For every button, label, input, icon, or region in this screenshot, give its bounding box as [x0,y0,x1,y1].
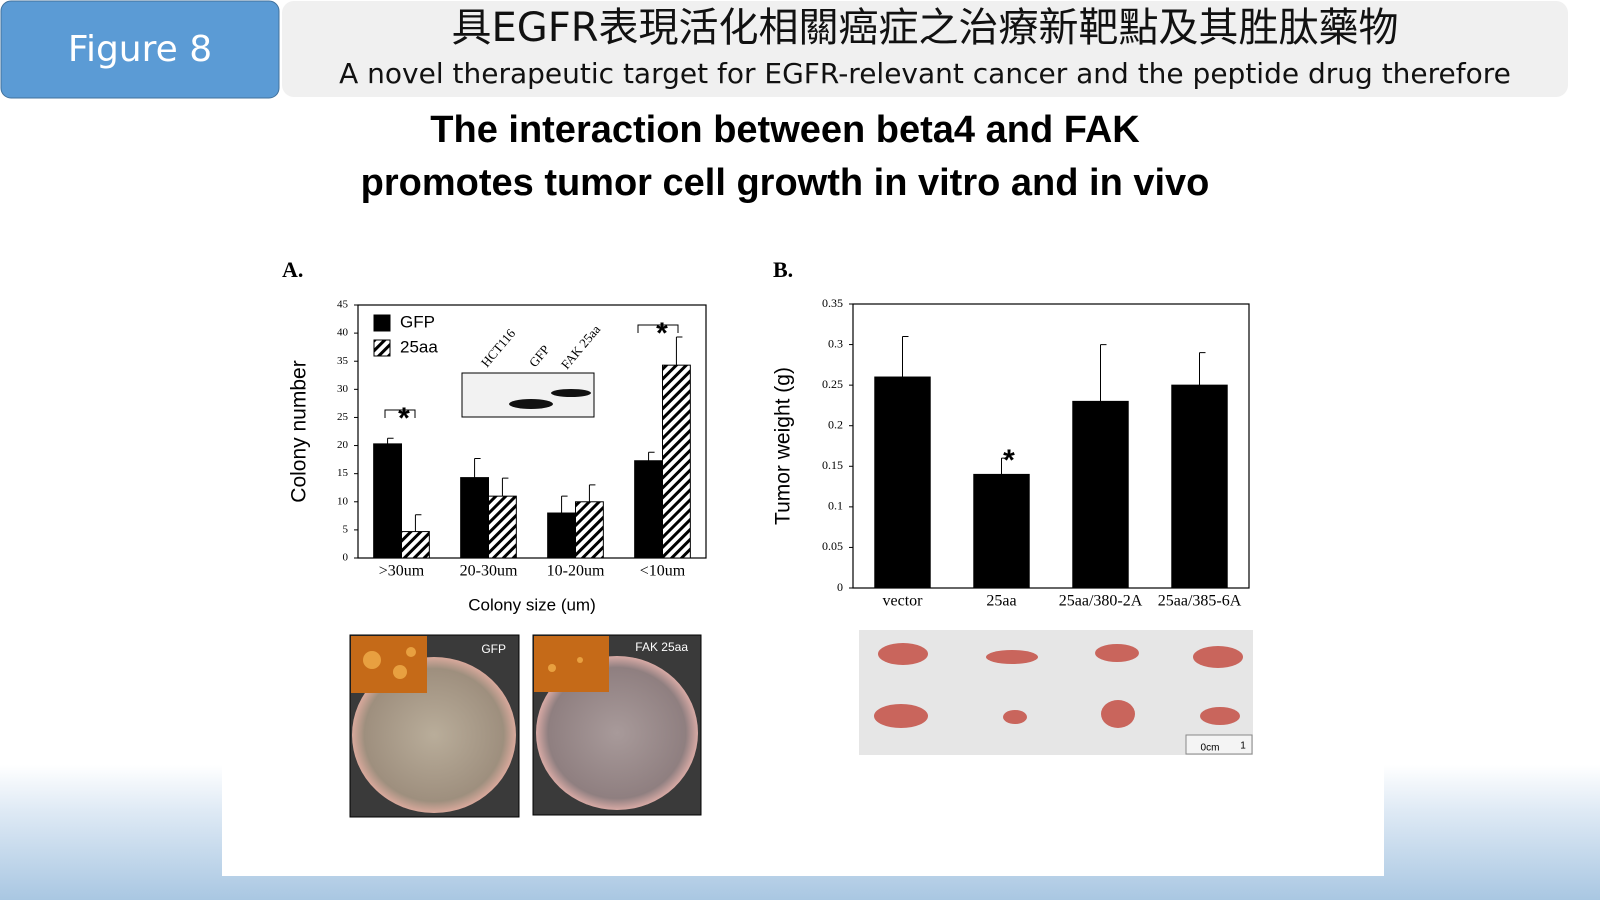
error-bar [1100,344,1107,402]
tumor [1003,710,1027,724]
y-tick-label: 0.2 [828,417,843,431]
error-bar [474,457,481,478]
bar [1171,384,1228,589]
plate-inset [351,636,427,693]
figure-badge [0,0,280,99]
bar [634,460,663,559]
x-tick-label: 25aa [986,593,1016,610]
panel-label: A. [282,257,303,282]
x-tick-label: vector [883,593,924,610]
title-box [282,1,1568,97]
y-tick-label: 0.05 [822,539,843,553]
x-tick-label: <10um [640,563,686,580]
y-axis-label: Tumor weight (g) [772,367,795,525]
bar [373,443,403,559]
colony [577,657,583,663]
bar [874,376,931,589]
error-bar [648,451,655,461]
error-bar [588,484,596,502]
bar [973,473,1030,589]
plot-frame [357,304,707,559]
bar [547,512,576,559]
blot-band [509,399,553,409]
y-tick-label: 30 [337,383,349,395]
ruler [1185,734,1253,755]
error-bar [414,514,422,532]
plot-frame [852,303,1250,589]
y-tick-label: 35 [337,355,349,367]
x-tick-label: 10-20um [547,563,605,580]
plate-dish [352,657,516,813]
legend-swatch [373,339,391,357]
y-tick-label: 0 [837,580,843,594]
tumor [878,643,928,665]
x-tick-label: 25aa/380-2A [1059,593,1143,610]
title-en: A novel therapeutic target for EGFR-rele… [339,57,1511,90]
x-tick-label: >30um [379,563,425,580]
heading: The interaction between beta4 and FAK [430,109,1140,151]
ruler-label: 0cm [1201,743,1220,754]
tumor [1101,700,1135,728]
y-tick-label: 25 [337,411,349,423]
error-bar [501,477,509,497]
tumor [986,650,1038,664]
legend-swatch [373,314,391,332]
annotation: * [398,402,410,435]
blot-band [551,389,591,397]
y-tick-label: 10 [337,495,349,507]
error-bar [1199,352,1206,386]
y-tick-label: 0.1 [828,499,843,513]
significance-bracket [637,324,679,333]
ruler-label: 1 [1240,741,1246,752]
bar [488,495,517,559]
plate-inset [534,636,609,692]
bar [1072,400,1129,589]
legend-label: 25aa [400,337,438,356]
colony [406,647,416,657]
plate-label: FAK 25aa [635,640,688,654]
tumor [1200,707,1240,725]
title-zh: 具EGFR表現活化相關癌症之治療新靶點及其胜肽藥物 [451,5,1398,51]
panel-label: B. [773,257,793,282]
y-tick-label: 0.15 [822,458,843,472]
y-axis-label: Colony number [288,360,311,502]
y-tick-label: 5 [343,523,349,535]
plate-label: GFP [481,642,506,656]
bar [575,501,604,559]
significance-bracket [384,409,416,418]
error-bar [1001,457,1008,475]
x-axis-label: Colony size (um) [468,595,596,614]
colony [548,664,556,672]
x-tick-label: 20-30um [460,563,518,580]
heading: promotes tumor cell growth in vitro and … [361,162,1210,204]
x-tick-label: 25aa/385-6A [1158,593,1242,610]
annotation: * [656,317,668,350]
y-tick-label: 0.35 [822,296,843,310]
y-tick-label: 0.25 [822,377,843,391]
y-tick-label: 15 [337,467,349,479]
error-bar [387,437,394,444]
tumor [874,704,928,728]
plate-dish [536,656,698,810]
error-bar [675,336,683,366]
tumor [1095,644,1139,662]
legend-label: GFP [400,312,435,331]
y-tick-label: 0 [343,552,349,564]
error-bar [561,495,568,514]
y-tick-label: 0.3 [828,336,843,350]
colony [393,665,407,679]
error-bar [902,335,909,378]
y-tick-label: 40 [337,327,349,339]
figure-label: Figure 8 [68,29,212,70]
y-tick-label: 20 [337,439,349,451]
bar [460,477,490,559]
bar [662,364,691,559]
bar [401,531,430,559]
colony [363,651,381,669]
annotation: * [1003,444,1015,477]
y-tick-label: 45 [337,299,349,311]
tumor [1193,646,1243,668]
